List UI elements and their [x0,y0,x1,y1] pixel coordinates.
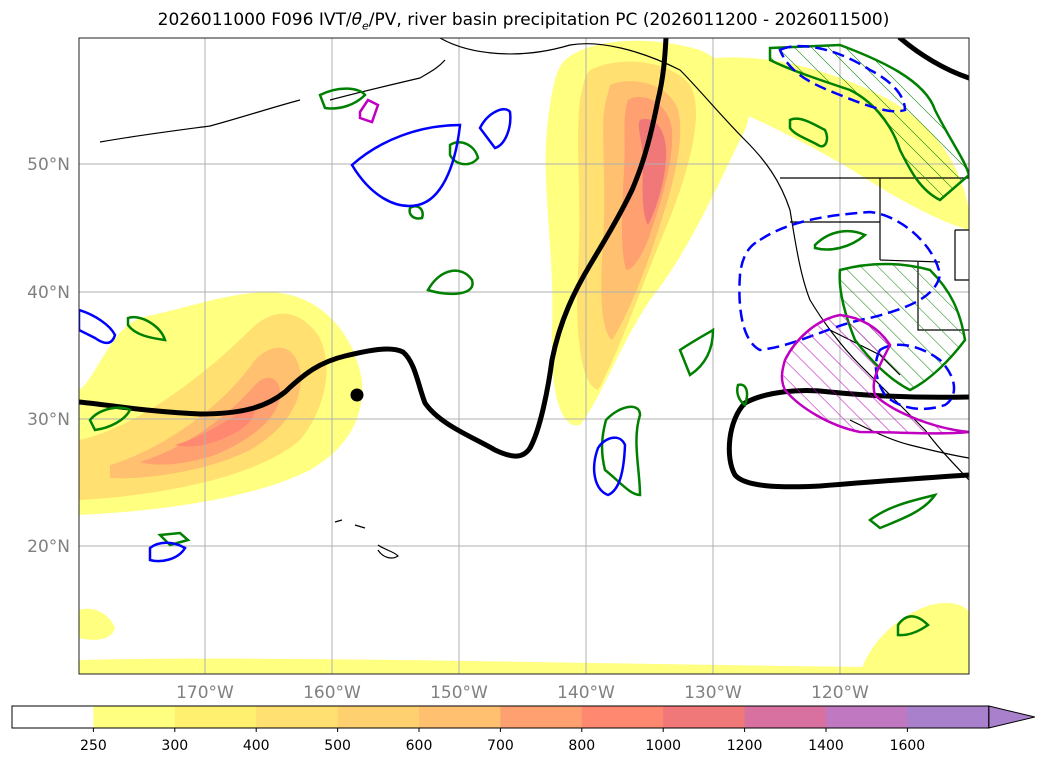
colorbar-tick-label: 400 [243,738,270,754]
colorbar [11,705,1035,729]
colorbar-segment [744,706,827,728]
colorbar-segment [12,706,94,728]
lat-label: 40°N [27,283,70,303]
map-frame [78,37,970,675]
lon-label: 160°W [303,683,361,703]
lat-label: 30°N [27,410,70,430]
colorbar-tick-label: 1000 [645,738,681,754]
colorbar-segment [419,706,501,728]
lon-label: 130°W [684,683,742,703]
map-layers [79,38,969,674]
pv-positive-contours [88,43,969,637]
colorbar-labels: 250 300 400 500 600 700 800 1000 1200 1400 1600 [80,728,925,754]
longitude-labels: 170°W 160°W 150°W 140°W 130°W 120°W [176,683,869,703]
graticule [79,38,969,674]
latitude-labels: 50°N 40°N 30°N 20°N [27,155,70,557]
colorbar-tick-label: 600 [406,738,433,754]
colorbar-segment [907,706,990,728]
map-title: 2026011000 F096 IVT/θe/PV, river basin p… [157,10,890,33]
colorbar-segment [174,706,257,728]
lon-label: 140°W [557,683,615,703]
lon-label: 150°W [430,683,488,703]
colorbar-tick-label: 1400 [808,738,844,754]
coastlines [99,38,969,559]
colorbar-segment [581,706,664,728]
colorbar-tick-label: 700 [487,738,514,754]
lat-label: 20°N [27,537,70,557]
lon-label: 170°W [176,683,234,703]
precip-pc-contours [358,98,969,435]
colorbar-tick-label: 500 [324,738,351,754]
colorbar-tick-label: 300 [161,738,188,754]
ivt-coastal [79,57,969,674]
colorbar-tick-label: 250 [80,738,107,754]
colorbar-extend-arrow [988,705,1035,729]
ivt-plume-northeast [545,40,750,426]
lat-label: 50°N [27,155,70,175]
colorbar-segment [663,706,746,728]
colorbar-segment [500,706,583,728]
colorbar-segment [826,706,908,728]
colorbar-tick-label: 1200 [727,738,763,754]
ivt-plume-central [79,292,363,515]
colorbar-tick-label: 1600 [890,738,926,754]
colorbar-segment [337,706,420,728]
colorbar-segment [93,706,176,728]
colorbar-segment [256,706,339,728]
colorbar-tick-label: 800 [568,738,595,754]
pv-negative-contours [79,44,956,563]
lon-label: 120°W [811,683,869,703]
